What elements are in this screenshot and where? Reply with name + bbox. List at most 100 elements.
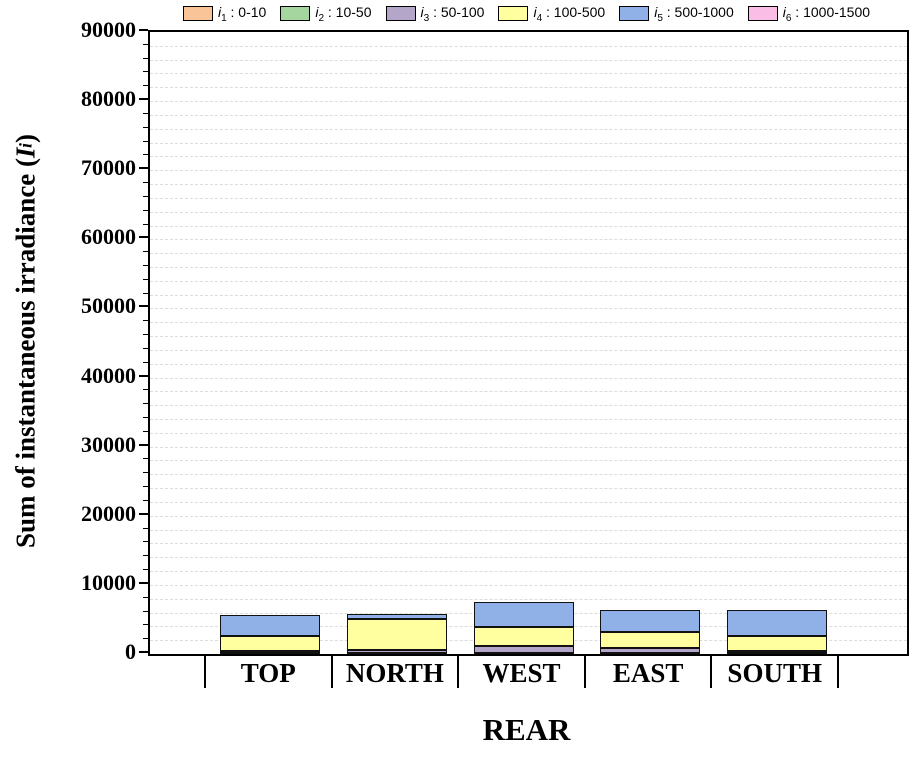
gridline [150, 266, 907, 268]
legend-swatch-i5 [619, 6, 650, 22]
gridline [150, 446, 907, 448]
gridline [150, 571, 907, 573]
gridline [150, 184, 907, 186]
y-tick-label: 40000 [81, 362, 136, 388]
bar-north-segment-i4 [346, 619, 447, 650]
y-minor-tick [143, 126, 148, 128]
y-major-tick [139, 512, 148, 515]
x-tick-separator [837, 654, 839, 688]
legend-item-i4: i4 : 100-500 [498, 4, 605, 24]
y-minor-tick [143, 334, 148, 336]
gridline [150, 308, 907, 310]
x-category-label-top: TOP [240, 658, 296, 688]
y-major-tick [139, 305, 148, 308]
y-minor-tick [143, 389, 148, 391]
y-minor-tick [143, 43, 148, 45]
y-minor-tick [143, 638, 148, 640]
y-minor-tick [143, 458, 148, 460]
y-minor-tick [143, 569, 148, 571]
y-minor-tick [143, 361, 148, 363]
x-tick-separator [457, 654, 460, 688]
y-minor-tick [143, 85, 148, 87]
bar-west-segment-i4 [473, 627, 574, 646]
gridline [150, 501, 907, 503]
x-axis-title: REAR [482, 712, 571, 747]
y-tick-label: 90000 [81, 17, 136, 42]
bar-south-segment-i5 [726, 609, 827, 636]
x-tick-separator [583, 654, 586, 688]
gridline [150, 128, 907, 130]
y-major-tick [139, 29, 148, 31]
y-minor-tick [143, 624, 148, 626]
y-minor-tick [143, 347, 148, 349]
y-minor-tick [143, 154, 148, 156]
gridline [150, 170, 907, 172]
gridline [150, 405, 907, 407]
gridline [150, 529, 907, 531]
y-minor-tick [143, 112, 148, 114]
bar-south-segment-i3 [726, 651, 827, 654]
y-minor-tick [143, 57, 148, 59]
y-major-tick [139, 98, 148, 101]
gridline [150, 515, 907, 517]
legend-label-i5: i5 : 500-1000 [654, 4, 734, 24]
y-major-tick [139, 651, 148, 653]
legend-item-i5: i5 : 500-1000 [619, 4, 734, 24]
y-minor-tick [143, 223, 148, 225]
plot-area [148, 30, 909, 656]
y-minor-tick [143, 527, 148, 529]
gridline [150, 101, 907, 103]
x-category-label-east: EAST [612, 658, 684, 688]
gridline [150, 349, 907, 351]
y-minor-tick [143, 264, 148, 266]
gridline [150, 432, 907, 434]
gridline [150, 45, 907, 47]
bar-west-segment-i3 [473, 645, 574, 653]
legend-item-i1: i1 : 0-10 [182, 4, 266, 24]
legend-swatch-i2 [280, 6, 311, 22]
y-minor-tick [143, 596, 148, 598]
y-minor-tick [143, 555, 148, 557]
gridline [150, 363, 907, 365]
gridline [150, 322, 907, 324]
y-minor-tick [143, 292, 148, 294]
bar-top-segment-i5 [220, 614, 321, 636]
y-major-tick [139, 374, 148, 377]
gridline [150, 239, 907, 241]
x-tick-separator [204, 654, 206, 688]
legend-swatch-i4 [498, 6, 529, 22]
legend-label-i4: i4 : 100-500 [533, 4, 606, 24]
y-minor-tick [143, 195, 148, 197]
gridline [150, 87, 907, 89]
y-minor-tick [143, 541, 148, 543]
x-tick-separator [330, 654, 333, 688]
gridline [150, 114, 907, 116]
y-tick-label: 60000 [81, 224, 136, 250]
y-minor-tick [143, 403, 148, 405]
y-minor-tick [143, 278, 148, 280]
y-tick-label: 30000 [81, 431, 136, 457]
y-minor-tick [143, 71, 148, 73]
bar-top-segment-i4 [220, 635, 321, 652]
gridline [150, 598, 907, 600]
gridline [150, 584, 907, 586]
gridline [150, 391, 907, 393]
x-category-label-west: WEST [482, 658, 561, 688]
y-tick-label: 70000 [81, 155, 136, 181]
y-tick-label: 0 [125, 639, 136, 664]
y-minor-tick [143, 182, 148, 184]
gridline [150, 225, 907, 227]
gridline [150, 460, 907, 462]
bar-west-segment-i5 [473, 602, 574, 628]
legend-label-i2: i2 : 10-50 [315, 4, 372, 24]
y-minor-tick [143, 610, 148, 612]
y-minor-tick [143, 140, 148, 142]
legend-label-i3: i3 : 50-100 [420, 4, 485, 24]
x-tick-separator [710, 654, 713, 688]
x-category-label-north: NORTH [345, 658, 444, 688]
y-tick-label: 10000 [81, 569, 136, 595]
legend-swatch-i6 [747, 6, 778, 22]
y-minor-tick [143, 499, 148, 501]
